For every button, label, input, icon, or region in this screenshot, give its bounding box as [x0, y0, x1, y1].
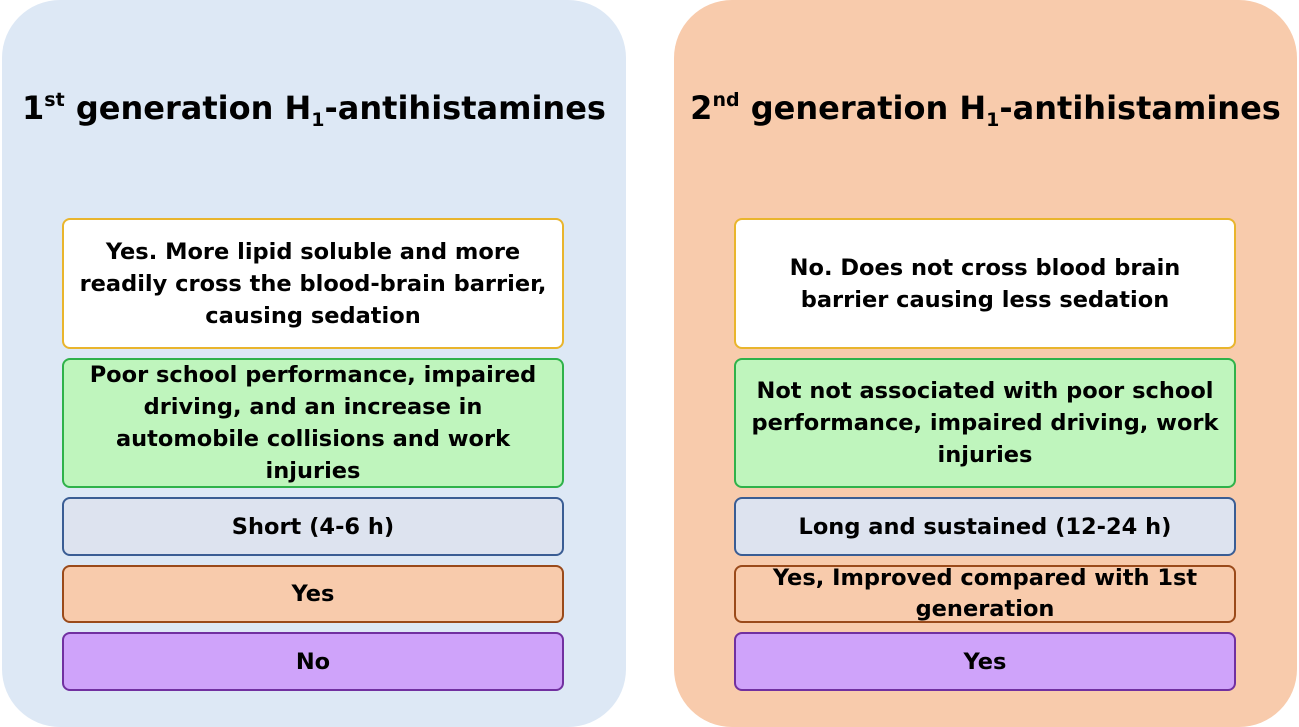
first-gen-performance-box: Poor school performance, impaired drivin… — [62, 358, 564, 488]
second-gen-sedation-box: No. Does not cross blood brain barrier c… — [734, 218, 1236, 349]
second-gen-row5-text: Yes — [963, 648, 1007, 675]
second-gen-duration-text: Long and sustained (12-24 h) — [798, 513, 1172, 540]
first-gen-row4-box: Yes — [62, 565, 564, 623]
first-gen-row5-box: No — [62, 632, 564, 691]
first-gen-duration-box: Short (4-6 h) — [62, 497, 564, 556]
first-gen-sedation-box: Yes. More lipid soluble and more readily… — [62, 218, 564, 349]
second-gen-row4-box: Yes, Improved compared with 1st generati… — [734, 565, 1236, 623]
second-gen-row4-text: Yes, Improved compared with 1st generati… — [772, 565, 1198, 622]
second-gen-performance-box: Not not associated with poor school perf… — [734, 358, 1236, 488]
first-gen-row4-text: Yes — [291, 581, 335, 607]
second-gen-performance-text: Not not associated with poor school perf… — [751, 378, 1219, 468]
second-generation-title: 2nd generation H1-antihistamines — [690, 89, 1281, 131]
first-gen-row5-text: No — [295, 648, 331, 675]
second-gen-row5-box: Yes — [734, 632, 1236, 691]
first-generation-title: 1st generation H1-antihistamines — [22, 89, 606, 131]
second-gen-duration-box: Long and sustained (12-24 h) — [734, 497, 1236, 556]
first-gen-performance-text: Poor school performance, impaired drivin… — [89, 362, 537, 484]
first-gen-duration-text: Short (4-6 h) — [231, 513, 395, 540]
first-gen-sedation-text: Yes. More lipid soluble and more readily… — [79, 238, 547, 329]
second-gen-sedation-text: No. Does not cross blood brain barrier c… — [789, 254, 1181, 313]
